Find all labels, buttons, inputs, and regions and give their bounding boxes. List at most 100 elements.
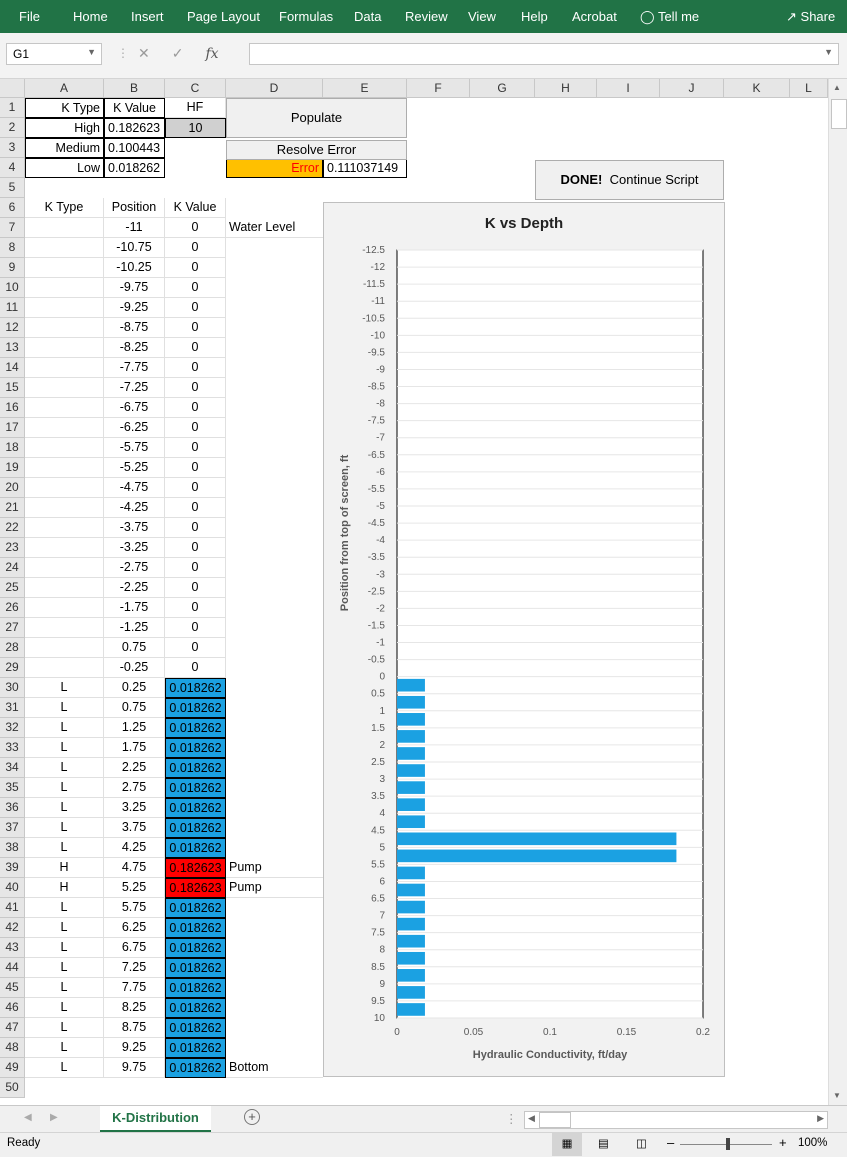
error-value-cell[interactable]: 0.111037149 <box>323 158 407 178</box>
k-type-cell[interactable] <box>25 638 104 658</box>
row-header[interactable]: 17 <box>0 418 25 438</box>
page-break-view-icon[interactable]: ◫ <box>636 1138 647 1150</box>
populate-button[interactable]: Populate <box>226 98 407 138</box>
k-value-cell[interactable]: 0.018262 <box>165 1038 226 1058</box>
header-k-value[interactable]: K Value <box>104 98 165 118</box>
k-value-cell[interactable]: 0.100443 <box>104 138 165 158</box>
position-cell[interactable]: -7.25 <box>104 378 165 398</box>
list-header-position[interactable]: Position <box>104 198 165 218</box>
k-type-cell[interactable]: L <box>25 1018 104 1038</box>
row-header[interactable]: 31 <box>0 698 25 718</box>
k-value-cell[interactable]: 0 <box>165 218 226 238</box>
k-value-cell[interactable]: 0.018262 <box>165 818 226 838</box>
row-header[interactable]: 21 <box>0 498 25 518</box>
k-value-cell[interactable]: 0 <box>165 478 226 498</box>
note-cell[interactable]: Pump <box>226 878 323 898</box>
k-type-cell[interactable]: L <box>25 698 104 718</box>
row-header[interactable]: 48 <box>0 1038 25 1058</box>
tell-me-search[interactable]: ◯ Tell me <box>640 9 699 25</box>
row-header[interactable]: 37 <box>0 818 25 838</box>
k-value-cell[interactable]: 0.018262 <box>165 898 226 918</box>
k-value-cell[interactable]: 0 <box>165 538 226 558</box>
row-header[interactable]: 13 <box>0 338 25 358</box>
k-type-cell[interactable]: L <box>25 818 104 838</box>
column-header-j[interactable]: J <box>660 79 724 98</box>
scroll-thumb[interactable] <box>831 99 847 129</box>
row-header[interactable]: 19 <box>0 458 25 478</box>
share-button[interactable]: ↗ Share <box>786 9 835 25</box>
k-value-cell[interactable]: 0 <box>165 238 226 258</box>
column-header-e[interactable]: E <box>323 79 407 98</box>
position-cell[interactable]: -5.25 <box>104 458 165 478</box>
position-cell[interactable]: 5.75 <box>104 898 165 918</box>
position-cell[interactable]: -1.75 <box>104 598 165 618</box>
chevron-down-icon[interactable]: ▼ <box>87 47 96 57</box>
k-type-cell[interactable] <box>25 438 104 458</box>
zoom-out-icon[interactable]: – <box>667 1135 675 1150</box>
tab-acrobat[interactable]: Acrobat <box>572 9 617 24</box>
row-header[interactable]: 10 <box>0 278 25 298</box>
position-cell[interactable]: -4.25 <box>104 498 165 518</box>
k-type-cell[interactable] <box>25 398 104 418</box>
row-header[interactable]: 38 <box>0 838 25 858</box>
row-header[interactable]: 14 <box>0 358 25 378</box>
k-value-cell[interactable]: 0 <box>165 258 226 278</box>
k-value-cell[interactable]: 0 <box>165 278 226 298</box>
formula-input[interactable]: ▼ <box>249 43 839 65</box>
position-cell[interactable]: -3.25 <box>104 538 165 558</box>
column-header-g[interactable]: G <box>470 79 535 98</box>
k-value-cell[interactable]: 0 <box>165 578 226 598</box>
k-type-cell[interactable] <box>25 298 104 318</box>
position-cell[interactable]: -8.75 <box>104 318 165 338</box>
k-value-cell[interactable]: 0.018262 <box>165 778 226 798</box>
k-value-cell[interactable]: 0 <box>165 358 226 378</box>
zoom-level[interactable]: 100% <box>798 1137 828 1149</box>
k-value-cell[interactable]: 0.018262 <box>165 998 226 1018</box>
position-cell[interactable]: -3.75 <box>104 518 165 538</box>
row-header[interactable]: 26 <box>0 598 25 618</box>
next-sheet-icon[interactable]: ▶ <box>50 1112 58 1123</box>
k-type-cell[interactable]: L <box>25 958 104 978</box>
row-header[interactable]: 44 <box>0 958 25 978</box>
position-cell[interactable]: 3.75 <box>104 818 165 838</box>
position-cell[interactable]: 6.25 <box>104 918 165 938</box>
k-type-cell[interactable]: H <box>25 858 104 878</box>
row-header[interactable]: 15 <box>0 378 25 398</box>
row-header[interactable]: 3 <box>0 138 25 158</box>
k-type-cell[interactable]: L <box>25 738 104 758</box>
k-value-cell[interactable]: 0 <box>165 638 226 658</box>
tab-insert[interactable]: Insert <box>131 9 164 24</box>
tab-help[interactable]: Help <box>521 9 548 24</box>
position-cell[interactable]: 4.25 <box>104 838 165 858</box>
row-header[interactable]: 40 <box>0 878 25 898</box>
k-type-cell[interactable]: L <box>25 898 104 918</box>
column-header-f[interactable]: F <box>407 79 470 98</box>
list-header-k-type[interactable]: K Type <box>25 198 104 218</box>
resolve-error-button[interactable]: Resolve Error <box>226 140 407 160</box>
k-value-cell[interactable]: 0.018262 <box>104 158 165 178</box>
position-cell[interactable]: -2.25 <box>104 578 165 598</box>
column-header-d[interactable]: D <box>226 79 323 98</box>
k-type-cell[interactable] <box>25 658 104 678</box>
position-cell[interactable]: -8.25 <box>104 338 165 358</box>
position-cell[interactable]: -7.75 <box>104 358 165 378</box>
k-value-cell[interactable]: 0 <box>165 598 226 618</box>
insert-function-icon[interactable]: fx <box>205 46 219 62</box>
k-value-cell[interactable]: 0.018262 <box>165 1018 226 1038</box>
k-value-cell[interactable]: 0.018262 <box>165 678 226 698</box>
scroll-up-icon[interactable]: ▲ <box>833 83 841 92</box>
k-value-cell[interactable]: 0.018262 <box>165 1058 226 1078</box>
k-value-cell[interactable]: 0.018262 <box>165 958 226 978</box>
row-header[interactable]: 9 <box>0 258 25 278</box>
tab-formulas[interactable]: Formulas <box>279 9 334 24</box>
k-value-cell[interactable]: 0 <box>165 658 226 678</box>
column-header-a[interactable]: A <box>25 79 104 98</box>
k-value-cell[interactable]: 0.018262 <box>165 918 226 938</box>
k-value-cell[interactable]: 0.018262 <box>165 978 226 998</box>
row-header[interactable]: 22 <box>0 518 25 538</box>
vertical-scrollbar[interactable]: ▲ ▼ <box>828 79 847 1105</box>
note-cell[interactable]: Bottom <box>226 1058 323 1078</box>
row-header[interactable]: 11 <box>0 298 25 318</box>
position-cell[interactable]: 8.25 <box>104 998 165 1018</box>
note-cell[interactable]: Water Level <box>226 218 323 238</box>
